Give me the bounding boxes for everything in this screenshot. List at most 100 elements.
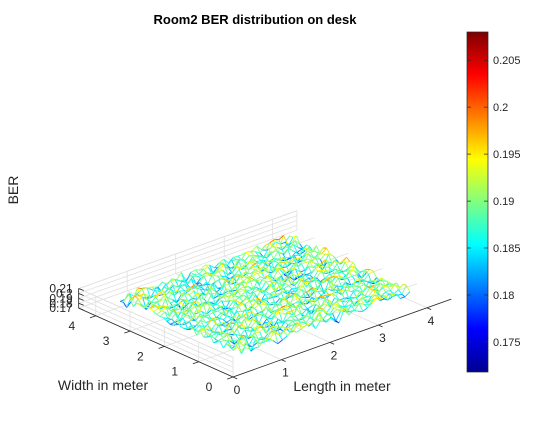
mesh-edge <box>223 344 226 348</box>
mesh-edge <box>350 262 353 263</box>
mesh-edge <box>342 262 345 263</box>
mesh-edge <box>270 291 275 294</box>
mesh-edge <box>148 288 153 290</box>
mesh-edge <box>215 339 218 341</box>
mesh-edge <box>386 292 389 294</box>
mesh-edge <box>123 293 128 302</box>
mesh-edge <box>330 274 333 277</box>
mesh-edge <box>200 330 205 331</box>
mesh-edge <box>245 301 250 304</box>
mesh-edge <box>324 304 327 305</box>
x-tick-label: 2 <box>331 348 338 362</box>
mesh-edge <box>353 310 358 311</box>
mesh-edge <box>302 263 307 264</box>
mesh-edge <box>212 275 215 282</box>
mesh-edge <box>245 256 250 261</box>
mesh-edge <box>347 286 352 287</box>
mesh-edge <box>213 342 216 343</box>
colorbar-tick-label: 0.2 <box>493 102 508 114</box>
mesh-edge <box>172 319 175 322</box>
mesh-edge <box>336 312 341 321</box>
mesh-edge <box>310 251 315 252</box>
mesh-edge <box>190 328 193 329</box>
mesh-edge <box>218 309 223 311</box>
colorbar-tick-label: 0.175 <box>493 337 521 349</box>
mesh-edge <box>158 309 161 311</box>
mesh-edge <box>254 280 257 281</box>
mesh-edge <box>251 321 256 327</box>
mesh-edge <box>191 270 196 273</box>
mesh-edge <box>213 306 216 310</box>
mesh-edge <box>257 273 262 274</box>
mesh-edge <box>157 314 160 316</box>
mesh-edge <box>232 260 237 261</box>
mesh-edge <box>255 308 258 313</box>
mesh-edge <box>212 334 217 336</box>
mesh-edge <box>238 255 243 257</box>
mesh-edge <box>342 273 345 276</box>
y-tick-label: 3 <box>103 334 110 348</box>
mesh-edge <box>402 285 407 294</box>
mesh-edge <box>347 257 350 261</box>
mesh-edge <box>191 320 196 321</box>
mesh-edge <box>315 269 318 271</box>
mesh-edge <box>181 287 184 291</box>
mesh-edge <box>120 301 123 302</box>
mesh-edge <box>359 303 362 311</box>
mesh-edge <box>160 312 165 317</box>
mesh-edge <box>160 317 163 318</box>
mesh-edge <box>360 284 365 286</box>
mesh-edge <box>403 284 406 285</box>
mesh-edge <box>213 313 216 318</box>
mesh-edge <box>153 309 158 312</box>
mesh-edge <box>318 292 321 296</box>
mesh-edge <box>223 320 226 323</box>
mesh-edge <box>252 273 257 276</box>
colorbar-tick-label: 0.19 <box>493 196 514 208</box>
mesh-edge <box>373 271 376 278</box>
mesh-edge <box>323 313 328 319</box>
mesh-edge <box>189 291 194 295</box>
y-tick-label: 0 <box>206 380 213 394</box>
z-axis-label: BER <box>5 176 21 205</box>
mesh-edge <box>181 312 184 313</box>
x-tick-label: 4 <box>428 314 435 328</box>
mesh-edge <box>246 252 249 255</box>
mesh-edge <box>363 308 368 312</box>
mesh-edge <box>278 270 281 276</box>
x-axis-label: Length in meter <box>293 378 391 394</box>
mesh-edge <box>197 276 200 278</box>
mesh-edge <box>293 321 298 322</box>
mesh-edge <box>345 262 348 268</box>
mesh-edge <box>339 298 344 300</box>
mesh-edge <box>290 236 293 238</box>
mesh-edge <box>252 246 257 251</box>
mesh-edge <box>255 304 260 308</box>
z-tick-label: 0.21 <box>49 282 73 296</box>
mesh-edge <box>334 308 337 310</box>
mesh-edge <box>207 294 212 303</box>
mesh-edge <box>370 269 373 271</box>
mesh-edge <box>275 262 278 264</box>
x-tick-label: 1 <box>282 366 289 380</box>
mesh-edge <box>255 332 260 333</box>
mesh-edge <box>310 310 315 311</box>
mesh-edge <box>284 286 289 289</box>
mesh-edge <box>218 311 221 313</box>
mesh-edge <box>220 342 223 348</box>
y-tick-label: 1 <box>171 365 178 379</box>
x-tick-label: 0 <box>234 383 241 397</box>
mesh-edge <box>180 326 183 328</box>
mesh-edge <box>297 329 302 332</box>
mesh-edge <box>283 336 288 340</box>
mesh-edge <box>317 320 320 321</box>
mesh-edge <box>308 306 313 309</box>
mesh-edge <box>348 276 353 278</box>
mesh-edge <box>291 268 296 269</box>
mesh-edge <box>282 309 287 310</box>
mesh-edge <box>284 331 287 336</box>
mesh-edge <box>238 289 243 290</box>
mesh-edge <box>296 313 301 316</box>
